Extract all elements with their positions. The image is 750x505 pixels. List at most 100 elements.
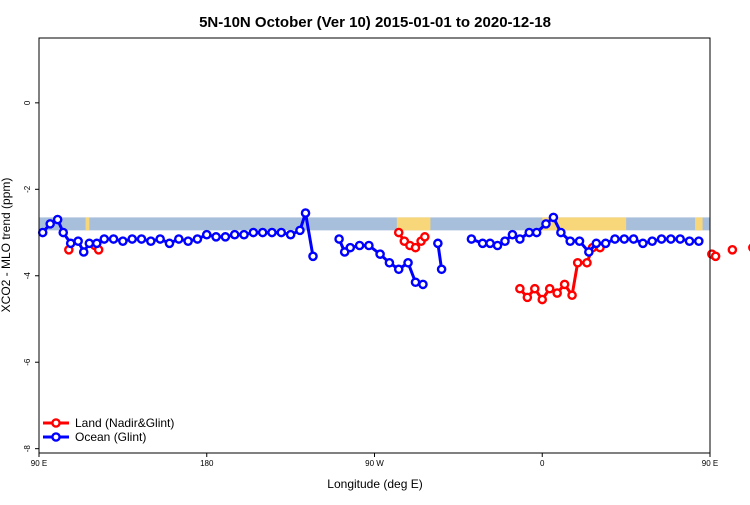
- data-point: [500, 236, 510, 246]
- land-span: [396, 217, 431, 231]
- data-point: [295, 225, 305, 236]
- data-point: [600, 238, 611, 249]
- data-point: [99, 234, 110, 244]
- data-point: [548, 212, 559, 223]
- data-point: [694, 236, 704, 246]
- plot-area: [37, 208, 750, 305]
- data-point: [58, 227, 69, 238]
- data-point: [276, 227, 287, 238]
- x-axis: 90 E 180 90 W 0 90 E: [31, 453, 718, 468]
- data-point: [619, 234, 630, 244]
- data-point: [300, 208, 311, 218]
- data-point: [556, 227, 566, 238]
- data-point: [584, 247, 594, 257]
- y-tick-label: -6: [23, 358, 32, 366]
- data-point: [52, 214, 63, 225]
- x-tick-label: 0: [540, 459, 545, 468]
- data-point: [345, 242, 356, 253]
- data-point: [155, 234, 165, 244]
- y-axis-label: XCO2 - MLO trend (ppm): [0, 178, 13, 313]
- data-point: [192, 234, 203, 244]
- legend-label: Land (Nadir&Glint): [75, 416, 174, 430]
- data-point: [433, 238, 443, 249]
- land-span: [542, 217, 627, 231]
- data-point: [710, 251, 721, 262]
- data-point: [45, 219, 55, 229]
- data-point: [384, 257, 395, 268]
- data-point: [403, 257, 413, 268]
- data-point: [220, 232, 231, 242]
- data-point: [485, 238, 495, 249]
- data-point: [572, 257, 583, 268]
- y-axis: 0 -2 -4 -6 -8: [23, 100, 39, 452]
- series-ocean-glint: [37, 208, 704, 290]
- data-point: [565, 236, 576, 246]
- data-point: [248, 227, 259, 238]
- data-point: [418, 279, 428, 290]
- data-point: [582, 257, 592, 268]
- data-point: [675, 234, 685, 244]
- data-point: [515, 234, 525, 244]
- data-point: [591, 238, 602, 249]
- x-axis-label: Longitude (deg E): [327, 477, 422, 491]
- data-point: [524, 227, 535, 238]
- data-point: [477, 238, 488, 249]
- data-point: [522, 292, 533, 303]
- data-point: [211, 232, 221, 242]
- data-point: [65, 238, 76, 249]
- data-point: [308, 251, 318, 262]
- data-point: [567, 290, 577, 301]
- data-point: [136, 234, 147, 244]
- data-point: [229, 229, 240, 240]
- data-point: [84, 238, 95, 249]
- data-point: [666, 234, 676, 244]
- data-point: [91, 238, 102, 249]
- data-point: [559, 279, 570, 290]
- data-point: [537, 294, 548, 305]
- data-point: [552, 288, 562, 298]
- data-point: [239, 229, 249, 240]
- data-point: [410, 277, 421, 288]
- data-point: [354, 240, 365, 251]
- data-point: [628, 234, 639, 244]
- data-point: [108, 234, 119, 244]
- y-tick-label: -2: [23, 185, 32, 193]
- data-point: [515, 283, 525, 294]
- legend: Land (Nadir&Glint)Ocean (Glint): [43, 416, 174, 444]
- data-point: [656, 234, 667, 244]
- data-point: [73, 236, 83, 246]
- data-point: [420, 232, 430, 242]
- data-point: [285, 229, 296, 240]
- data-point: [164, 238, 175, 249]
- data-point: [531, 227, 542, 238]
- data-point: [436, 264, 447, 275]
- data-point: [37, 227, 48, 238]
- legend-label: Ocean (Glint): [75, 430, 146, 444]
- data-point: [334, 234, 344, 244]
- data-point: [146, 236, 156, 246]
- data-point: [257, 227, 268, 238]
- x-tick-label: 90 W: [365, 459, 384, 468]
- data-point: [647, 236, 658, 246]
- x-tick-label: 180: [200, 459, 214, 468]
- data-point: [173, 234, 184, 244]
- data-point: [492, 240, 503, 251]
- data-point: [574, 236, 585, 246]
- data-point: [727, 245, 738, 255]
- data-point: [267, 227, 277, 238]
- data-point: [544, 283, 555, 294]
- y-tick-label: 0: [23, 100, 32, 105]
- data-point: [466, 234, 477, 244]
- data-point: [183, 236, 193, 246]
- legend-swatch-marker: [51, 418, 61, 428]
- y-tick-label: -8: [23, 445, 32, 453]
- data-point: [364, 240, 374, 251]
- data-point: [118, 236, 128, 246]
- data-point: [638, 238, 648, 249]
- data-point: [507, 229, 518, 240]
- data-point: [541, 219, 551, 229]
- legend-swatch-marker: [51, 432, 61, 442]
- y-tick-label: -4: [23, 272, 32, 280]
